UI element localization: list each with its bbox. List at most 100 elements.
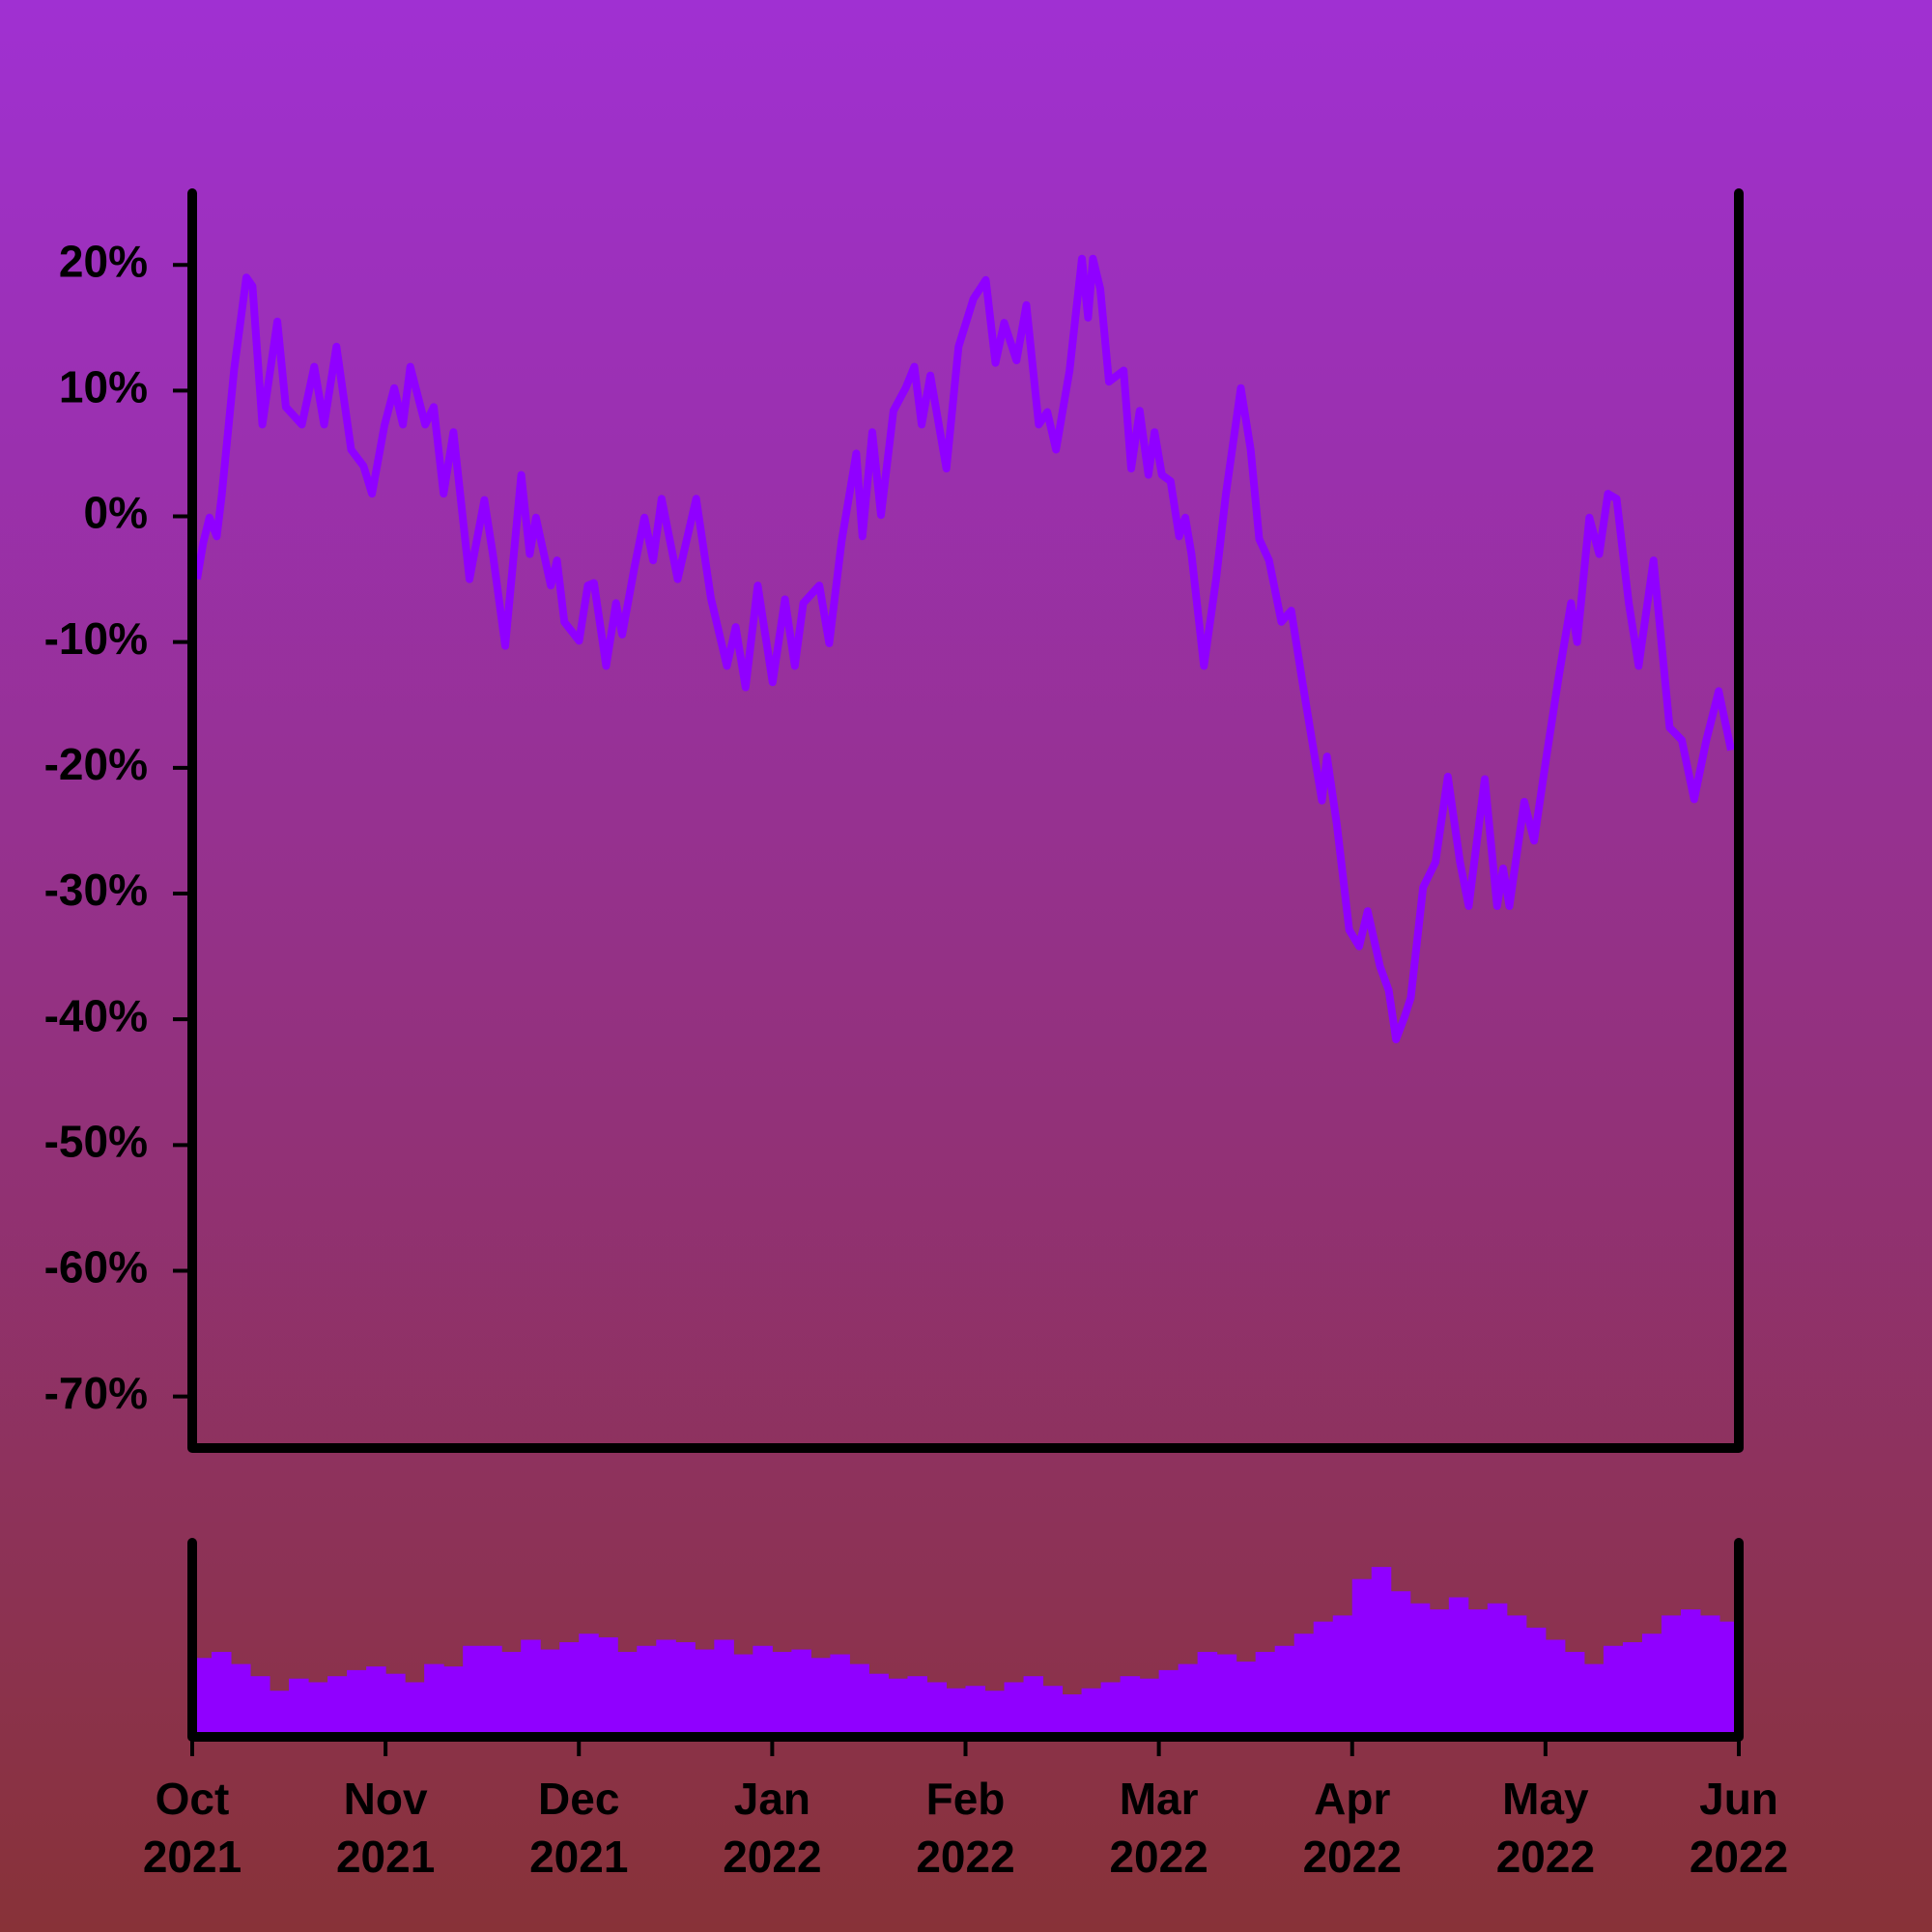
- y-tick-label: -60%: [44, 1242, 148, 1293]
- volume-bar: [1622, 1642, 1643, 1737]
- volume-bar: [1545, 1639, 1566, 1737]
- x-tick-label: 2022: [1690, 1832, 1788, 1882]
- volume-bar: [810, 1658, 831, 1737]
- volume-bar: [1583, 1663, 1605, 1737]
- volume-bar: [1506, 1615, 1527, 1737]
- x-tick-label: Oct: [156, 1774, 230, 1824]
- volume-bar: [598, 1636, 618, 1737]
- volume-bar: [675, 1642, 696, 1737]
- volume-bar: [656, 1639, 676, 1737]
- volume-bar: [1641, 1634, 1662, 1737]
- y-tick-label: -50%: [44, 1116, 148, 1166]
- volume-bar: [1197, 1652, 1218, 1737]
- volume-bar: [1603, 1645, 1624, 1737]
- volume-bar: [965, 1686, 986, 1737]
- volume-bar: [617, 1652, 638, 1737]
- volume-bar: [849, 1663, 869, 1737]
- x-tick-label: Mar: [1120, 1774, 1199, 1824]
- x-tick-label: Jan: [734, 1774, 810, 1824]
- x-tick-label: 2022: [1109, 1832, 1208, 1882]
- volume-bar: [482, 1645, 502, 1737]
- y-tick-label: 0%: [84, 488, 148, 538]
- volume-bar: [1699, 1615, 1720, 1737]
- volume-bar: [250, 1676, 270, 1737]
- volume-bar: [1313, 1621, 1334, 1737]
- volume-bar: [231, 1663, 251, 1737]
- y-tick-label: -70%: [44, 1368, 148, 1418]
- volume-bar: [1680, 1609, 1701, 1737]
- volume-bar: [888, 1678, 908, 1737]
- volume-bar: [1274, 1645, 1295, 1737]
- x-tick-label: Jun: [1699, 1774, 1778, 1824]
- volume-bar: [385, 1673, 406, 1737]
- volume-bar: [424, 1663, 444, 1737]
- volume-bar: [308, 1682, 328, 1737]
- volume-bar: [1100, 1682, 1122, 1737]
- volume-bar: [270, 1690, 290, 1737]
- volume-bar: [501, 1652, 522, 1737]
- volume-bar: [559, 1642, 580, 1737]
- volume-bar: [1564, 1652, 1585, 1737]
- volume-bar: [1120, 1676, 1141, 1737]
- volume-bar: [443, 1666, 464, 1737]
- x-tick-label: Dec: [538, 1774, 619, 1824]
- volume-bar: [1042, 1686, 1064, 1737]
- volume-bar: [1216, 1654, 1237, 1737]
- plot-layer: 20% 10% 0% -10% -20% -30% -40% -50% -60% -70% Oct 2…: [44, 188, 1788, 1882]
- x-tick-label: 2021: [143, 1832, 242, 1882]
- y-tick-label: 10%: [59, 362, 148, 412]
- volume-bar: [1293, 1634, 1315, 1737]
- volume-bar: [1023, 1676, 1044, 1737]
- volume-bar: [1390, 1591, 1411, 1737]
- volume-bar: [1139, 1678, 1160, 1737]
- volume-bar: [791, 1649, 811, 1737]
- volume-bar: [1371, 1567, 1392, 1737]
- volume-bar: [984, 1690, 1006, 1737]
- volume-bar: [1178, 1663, 1199, 1737]
- volume-bar: [1158, 1669, 1179, 1737]
- volume-bar: [1448, 1597, 1469, 1737]
- volume-bar: [192, 1658, 213, 1737]
- x-tick-label: 2022: [1496, 1832, 1595, 1882]
- volume-bar: [772, 1652, 792, 1737]
- volume-bar: [1081, 1688, 1102, 1737]
- volume-bar: [1467, 1609, 1489, 1737]
- x-tick-label: Nov: [344, 1774, 428, 1824]
- axis-frame: [187, 188, 1744, 1453]
- volume-bar: [463, 1645, 483, 1737]
- x-tick-label: Apr: [1314, 1774, 1390, 1824]
- volume-bar: [907, 1676, 927, 1737]
- volume-bar: [366, 1666, 386, 1737]
- volume-bar: [1236, 1662, 1257, 1737]
- volume-bar: [1062, 1694, 1083, 1737]
- volume-bar: [1661, 1615, 1682, 1737]
- volume-bar: [1409, 1603, 1431, 1737]
- volume-bar: [830, 1654, 850, 1737]
- x-tick-label: May: [1502, 1774, 1589, 1824]
- y-tick-label: -10%: [44, 613, 148, 664]
- volume-bar: [1525, 1627, 1547, 1737]
- axis-frame: [187, 1538, 1744, 1742]
- volume-bar: [868, 1673, 889, 1737]
- volume-bar: [289, 1678, 309, 1737]
- volume-bar: [327, 1676, 348, 1737]
- volume-bar: [347, 1669, 367, 1737]
- volume-bar: [1004, 1682, 1025, 1737]
- y-tick-label: -20%: [44, 739, 148, 789]
- volume-bar: [753, 1645, 773, 1737]
- volume-bar: [1255, 1652, 1276, 1737]
- x-tick-label: 2021: [529, 1832, 628, 1882]
- x-tick-label: 2022: [1303, 1832, 1402, 1882]
- x-tick-label: 2021: [336, 1832, 435, 1882]
- volume-bar: [926, 1682, 947, 1737]
- y-tick-label: -40%: [44, 990, 148, 1040]
- x-tick-label: 2022: [916, 1832, 1014, 1882]
- volume-bar: [405, 1682, 425, 1737]
- volume-bar: [1351, 1578, 1373, 1737]
- volume-bar: [946, 1688, 966, 1737]
- volume-bar: [695, 1649, 715, 1737]
- volume-bar: [733, 1654, 753, 1737]
- volume-bar: [1487, 1603, 1508, 1737]
- x-tick-label: Feb: [926, 1774, 1006, 1824]
